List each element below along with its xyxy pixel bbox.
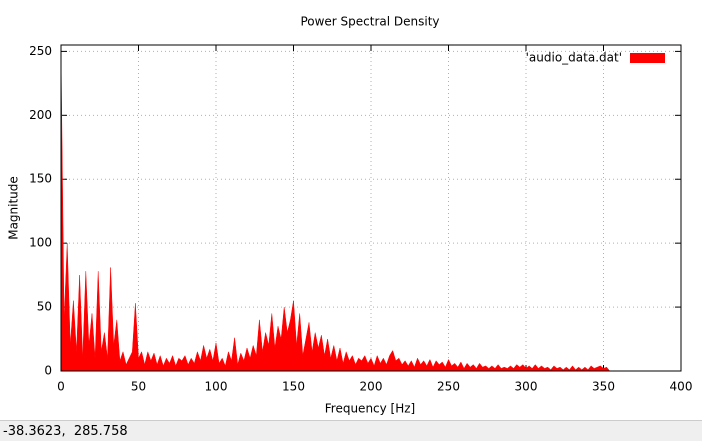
y-tick-label: 0	[44, 364, 52, 378]
x-tick-label: 250	[437, 380, 460, 394]
x-axis-label: Frequency [Hz]	[325, 402, 416, 416]
area	[60, 51, 611, 372]
x-tick-label: 150	[282, 380, 305, 394]
y-tick-label: 150	[29, 172, 52, 186]
legend-swatch	[630, 53, 665, 63]
x-tick-label: 300	[515, 380, 538, 394]
x-tick-label: 100	[205, 380, 228, 394]
y-tick-label: 250	[29, 44, 52, 58]
y-tick-label: 200	[29, 108, 52, 122]
x-tick-label: 200	[360, 380, 383, 394]
chart: Power Spectral Density Frequency [Hz] Ma…	[7, 15, 693, 416]
x-tick-label: 400	[670, 380, 693, 394]
x-tick-label: 50	[131, 380, 146, 394]
chart-title: Power Spectral Density	[300, 15, 439, 29]
y-tick-label: 50	[37, 300, 52, 314]
y-tick-label: 100	[29, 236, 52, 250]
x-tick-label: 0	[57, 380, 65, 394]
y-axis-label: Magnitude	[7, 176, 21, 240]
x-tick-label: 350	[592, 380, 615, 394]
status-bar: -38.3623, 285.758	[0, 420, 702, 441]
legend-label: 'audio_data.dat'	[526, 51, 622, 65]
plot-frame	[60, 44, 682, 372]
